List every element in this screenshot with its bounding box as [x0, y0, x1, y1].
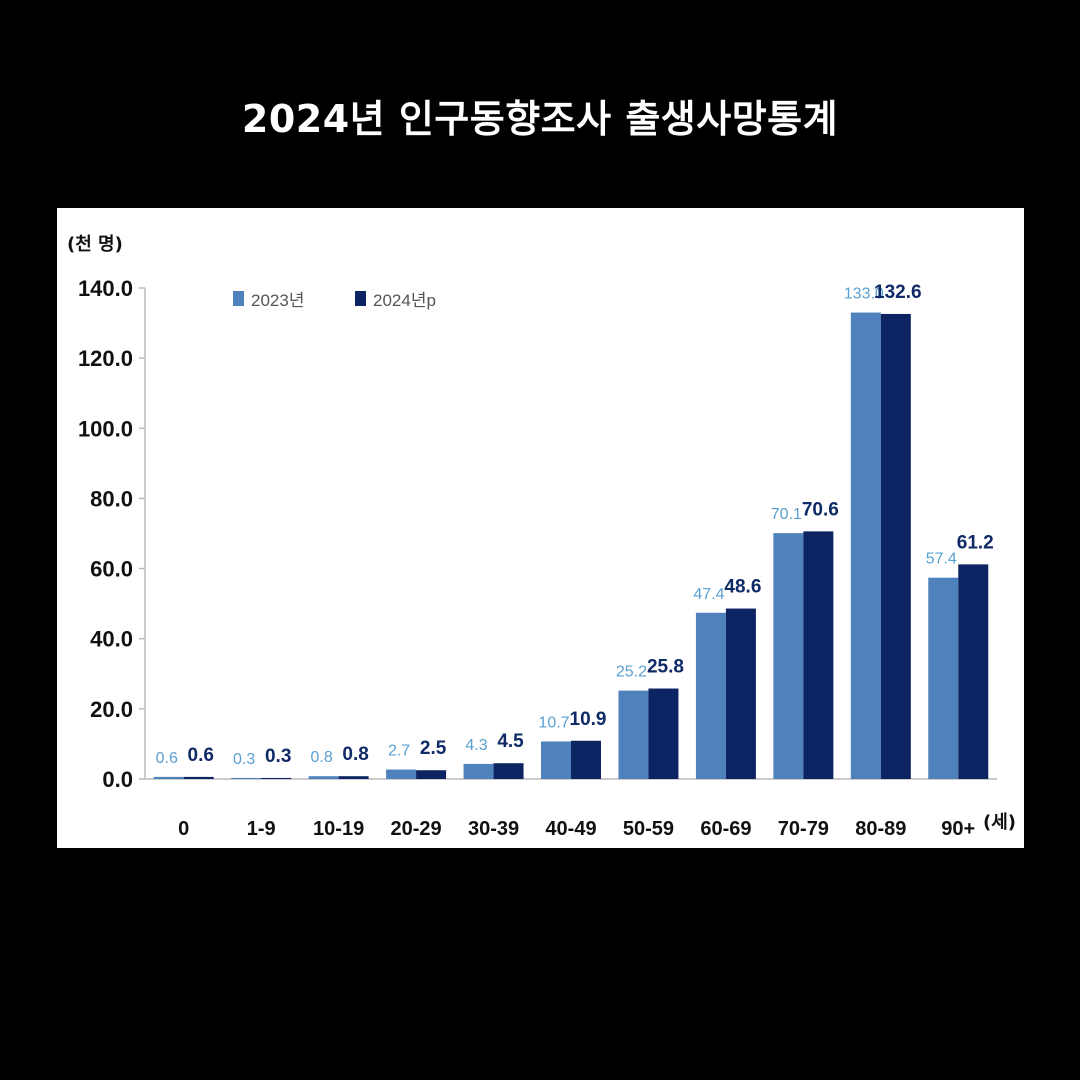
- bars-group: [153, 312, 989, 779]
- bar-2024: [416, 770, 447, 779]
- bar-2023: [850, 312, 881, 779]
- bar-2024: [725, 608, 756, 779]
- data-label-2023: 10.7: [538, 714, 569, 731]
- bar-2024: [338, 776, 369, 779]
- y-tick-label: 100.0: [78, 416, 133, 441]
- category-label: 20-29: [391, 818, 442, 840]
- data-label-2023: 2.7: [388, 743, 410, 760]
- category-label: 1-9: [247, 818, 276, 840]
- page-title: 2024년 인구동향조사 출생사망통계: [241, 97, 839, 141]
- data-label-2024: 70.6: [802, 499, 839, 520]
- legend-swatch: [355, 291, 366, 306]
- data-label-2024: 25.8: [647, 657, 684, 678]
- category-labels-group: 0 1-9 10-19 20-29 30-39 40-49 50-59 60-69 70-79 8…: [178, 818, 975, 840]
- y-tick-label: 0.0: [102, 767, 133, 792]
- chart-panel: (천 명) 0.0 20.0 40.0 60.0 80.0 100.0 120.0 140.0…: [57, 208, 1024, 848]
- data-label-2023: 0.3: [233, 751, 255, 768]
- y-tick-label: 20.0: [90, 697, 133, 722]
- bar-2024: [958, 564, 989, 779]
- data-label-2023: 133.0: [844, 286, 884, 303]
- bar-2023: [231, 777, 262, 779]
- data-label-2023: 0.8: [311, 749, 333, 766]
- legend-label: 2023년: [251, 291, 304, 310]
- data-labels-group: 0.6 0.6 0.3 0.3 0.8 0.8 2.7 2.5 4.3 4.5 10.7 10.9 25…: [156, 282, 994, 768]
- data-label-2023: 47.4: [693, 586, 724, 603]
- bar-2023: [463, 763, 494, 779]
- bar-2024: [803, 531, 834, 779]
- category-label: 30-39: [468, 818, 519, 840]
- bar-2024: [648, 688, 679, 779]
- data-label-2024: 0.6: [188, 745, 214, 766]
- bar-2023: [308, 776, 339, 779]
- y-axis-ticks: 0.0 20.0 40.0 60.0 80.0 100.0 120.0 140.0: [78, 276, 145, 792]
- data-label-2023: 4.3: [465, 737, 487, 754]
- category-label: 90+: [941, 818, 975, 840]
- bar-chart: (천 명) 0.0 20.0 40.0 60.0 80.0 100.0 120.0 140.0…: [67, 234, 1016, 840]
- y-tick-label: 60.0: [90, 557, 133, 582]
- bar-2024: [183, 776, 214, 779]
- legend-label: 2024년p: [373, 291, 436, 310]
- category-label: 70-79: [778, 818, 829, 840]
- legend: 2023년 2024년p: [233, 291, 436, 310]
- data-label-2023: 25.2: [616, 664, 647, 681]
- x-axis-unit-label: (세): [983, 812, 1016, 833]
- bar-2023: [695, 612, 726, 779]
- category-label: 50-59: [623, 818, 674, 840]
- bar-2023: [386, 769, 417, 779]
- category-label: 60-69: [700, 818, 751, 840]
- legend-swatch: [233, 291, 244, 306]
- data-label-2024: 61.2: [957, 532, 994, 553]
- bar-2023: [618, 690, 649, 779]
- bar-2024: [880, 313, 911, 779]
- y-tick-label: 120.0: [78, 346, 133, 371]
- data-label-2023: 70.1: [771, 506, 802, 523]
- bar-2023: [153, 776, 184, 779]
- y-tick-label: 40.0: [90, 627, 133, 652]
- data-label-2024: 2.5: [420, 738, 447, 759]
- data-label-2024: 0.3: [265, 746, 291, 767]
- data-label-2023: 57.4: [926, 551, 957, 568]
- bar-2024: [493, 763, 524, 779]
- y-axis-unit-label: (천 명): [67, 234, 123, 255]
- bar-2024: [571, 740, 601, 779]
- bar-2023: [928, 577, 959, 779]
- data-label-2024: 0.8: [342, 744, 368, 765]
- category-label: 80-89: [855, 818, 906, 840]
- bar-2023: [541, 741, 571, 779]
- category-label: 40-49: [545, 818, 596, 840]
- category-label: 0: [178, 818, 189, 840]
- bar-2023: [773, 533, 804, 779]
- data-label-2024: 48.6: [724, 577, 761, 598]
- y-tick-label: 140.0: [78, 276, 133, 301]
- data-label-2024: 10.9: [570, 709, 607, 730]
- y-tick-label: 80.0: [90, 486, 133, 511]
- data-label-2023: 0.6: [156, 750, 178, 767]
- data-label-2024: 132.6: [874, 282, 922, 303]
- category-label: 10-19: [313, 818, 364, 840]
- bar-2024: [261, 777, 292, 779]
- data-label-2024: 4.5: [497, 731, 524, 752]
